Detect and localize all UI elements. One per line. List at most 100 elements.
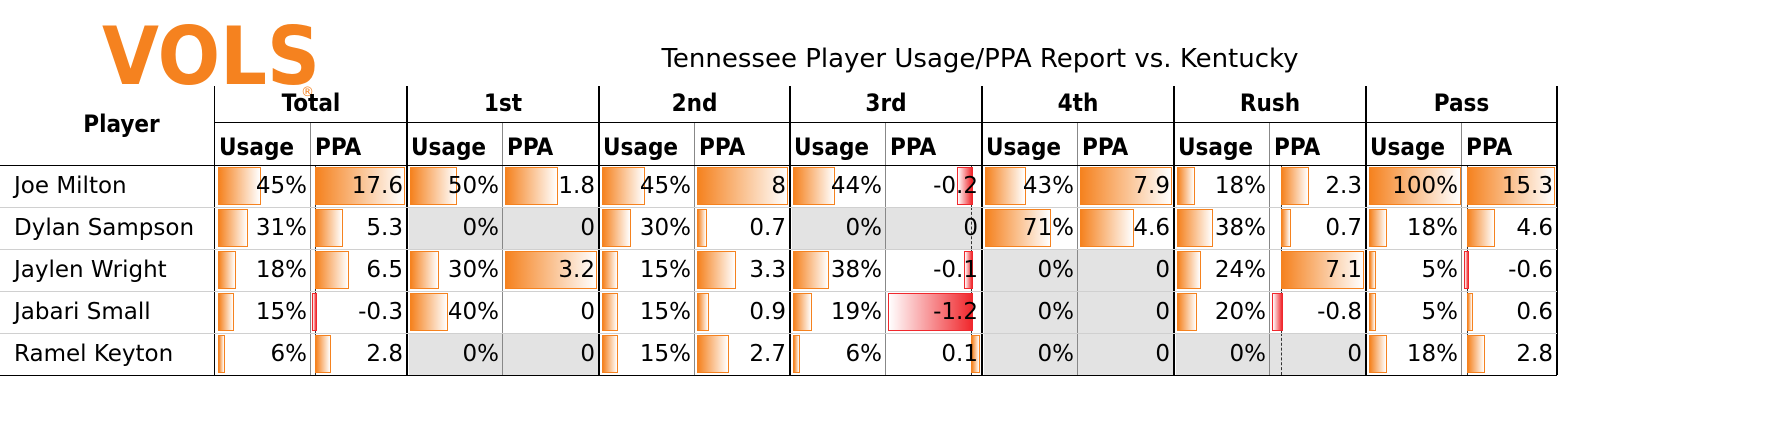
usage-value: 18%: [1406, 341, 1458, 367]
usage-value: 15%: [639, 257, 691, 283]
subcolumn-divider: [502, 122, 503, 375]
usage-cell: 15%: [601, 291, 695, 333]
usage-value: 18%: [1214, 173, 1266, 199]
usage-value: 5%: [1421, 257, 1459, 283]
usage-value: 0%: [1229, 341, 1267, 367]
ppa-cell: 17.6: [311, 165, 407, 207]
ppa-value: -0.6: [1508, 257, 1553, 283]
ppa-value: 3.3: [749, 257, 786, 283]
ppa-positive-bar: [1467, 293, 1473, 331]
player-name: Dylan Sampson: [14, 215, 195, 241]
ppa-positive-bar: [314, 167, 405, 205]
usage-subheader: Usage: [411, 133, 487, 161]
usage-value: 19%: [830, 299, 882, 325]
usage-cell: 5%: [1368, 291, 1462, 333]
ppa-cell: 7.9: [1078, 165, 1174, 207]
group-divider: [789, 86, 791, 375]
usage-bar: [218, 251, 237, 289]
ppa-cell: 0: [1270, 333, 1366, 375]
usage-subheader: Usage: [794, 133, 870, 161]
usage-value: 6%: [270, 341, 308, 367]
usage-bar: [1369, 335, 1388, 373]
ppa-positive-bar: [971, 335, 980, 373]
ppa-cell: -0.8: [1270, 291, 1366, 333]
ppa-value: 1.8: [558, 173, 595, 199]
subcolumn-divider: [885, 122, 886, 375]
usage-value: 45%: [639, 173, 691, 199]
ppa-cell: -0.6: [1462, 249, 1557, 291]
ppa-cell: 2.8: [311, 333, 407, 375]
group-header: 4th: [1057, 89, 1099, 117]
ppa-cell: 5.3: [311, 207, 407, 249]
usage-value: 43%: [1022, 173, 1074, 199]
usage-cell: 40%: [409, 291, 503, 333]
vols-logo: VOLS ®: [102, 10, 352, 103]
row-divider: [0, 207, 1557, 208]
ppa-cell: 0.7: [695, 207, 790, 249]
usage-cell: 15%: [601, 249, 695, 291]
player-name: Joe Milton: [14, 173, 127, 199]
usage-bar: [602, 293, 618, 331]
ppa-value: 2.3: [1325, 173, 1362, 199]
ppa-value: 4.6: [1516, 215, 1553, 241]
group-header: Rush: [1239, 89, 1301, 117]
usage-cell: 0%: [792, 207, 886, 249]
usage-subheader: Usage: [603, 133, 679, 161]
usage-cell: 6%: [217, 333, 311, 375]
ppa-positive-bar: [697, 209, 707, 247]
usage-cell: 0%: [984, 249, 1078, 291]
ppa-positive-bar: [1467, 209, 1496, 247]
ppa-positive-bar: [1467, 167, 1555, 205]
usage-bar: [1369, 209, 1388, 247]
ppa-value: -0.8: [1317, 299, 1362, 325]
ppa-cell: 0: [503, 333, 599, 375]
ppa-value: 2.8: [366, 341, 403, 367]
ppa-cell: -0.2: [886, 165, 982, 207]
ppa-value: 0: [580, 215, 595, 241]
ppa-value: 7.1: [1325, 257, 1362, 283]
ppa-value: 8: [771, 173, 786, 199]
subcolumn-divider: [1269, 122, 1270, 375]
player-name: Jabari Small: [14, 299, 151, 325]
group-header: Pass: [1433, 89, 1490, 117]
ppa-positive-bar: [1080, 167, 1172, 205]
header-rule: [215, 122, 1557, 123]
usage-value: 100%: [1392, 173, 1458, 199]
subcolumn-divider: [310, 122, 311, 375]
ppa-cell: 0: [1078, 291, 1174, 333]
group-header: 2nd: [671, 89, 718, 117]
group-divider: [214, 86, 215, 375]
usage-value: 20%: [1214, 299, 1266, 325]
ppa-cell: 0.6: [1462, 291, 1557, 333]
usage-bar: [793, 335, 801, 373]
ppa-cell: 1.8: [503, 165, 599, 207]
group-divider: [1365, 86, 1367, 375]
usage-cell: 30%: [409, 249, 503, 291]
usage-cell: 0%: [409, 333, 503, 375]
usage-cell: 20%: [1176, 291, 1270, 333]
ppa-positive-bar: [697, 335, 730, 373]
usage-bar: [602, 335, 618, 373]
ppa-value: 15.3: [1501, 173, 1553, 199]
ppa-value: 0.7: [749, 215, 786, 241]
usage-value: 0%: [462, 341, 500, 367]
usage-cell: 6%: [792, 333, 886, 375]
ppa-value: 0: [580, 341, 595, 367]
usage-cell: 5%: [1368, 249, 1462, 291]
ppa-cell: 3.2: [503, 249, 599, 291]
ppa-subheader: PPA: [1466, 133, 1513, 161]
usage-cell: 18%: [1368, 207, 1462, 249]
ppa-negative-bar: [964, 251, 974, 289]
ppa-positive-bar: [1467, 335, 1486, 373]
ppa-positive-bar: [1281, 251, 1364, 289]
usage-bar: [602, 167, 645, 205]
ppa-value: -0.2: [933, 173, 978, 199]
ppa-negative-bar: [1464, 251, 1470, 289]
usage-cell: 44%: [792, 165, 886, 207]
ppa-cell: -1.2: [886, 291, 982, 333]
usage-bar: [1369, 293, 1376, 331]
ppa-negative-bar: [1272, 293, 1284, 331]
subcolumn-divider: [1077, 122, 1078, 375]
ppa-cell: 2.3: [1270, 165, 1366, 207]
